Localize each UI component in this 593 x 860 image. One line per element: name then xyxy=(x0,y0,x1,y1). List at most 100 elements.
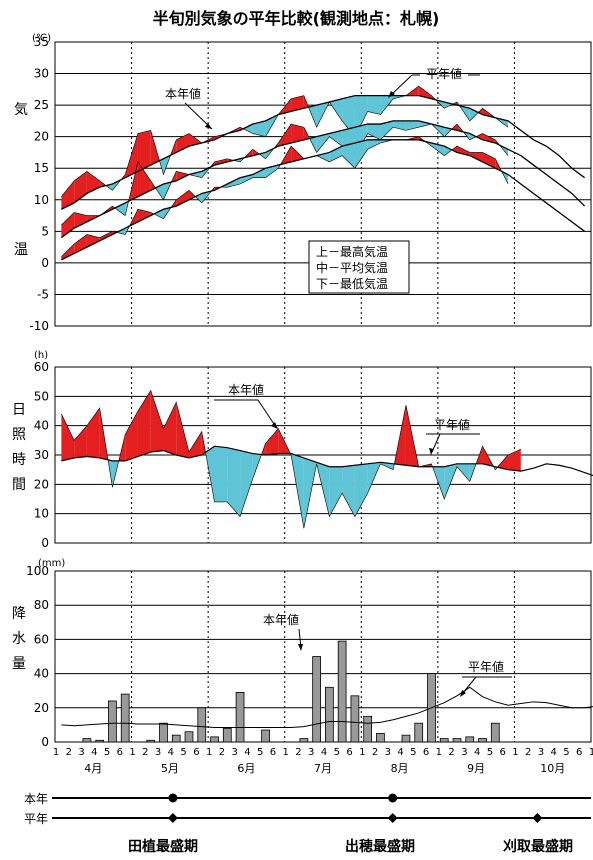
temperature-series-1-fill xyxy=(444,127,452,137)
sunshine-axis-label-char: 照 xyxy=(12,427,26,443)
x-period-label: 4 xyxy=(321,747,327,758)
timeline-stage-label: 出穂最盛期 xyxy=(345,838,415,855)
precipitation-bar xyxy=(197,707,207,743)
x-period-label: 3 xyxy=(538,747,544,758)
temperature-series-1-fill xyxy=(61,212,75,238)
temperature-tick-label: 5 xyxy=(41,224,49,238)
timeline-circle-marker xyxy=(388,793,398,803)
precipitation-unit-label: (mm) xyxy=(38,558,65,569)
x-month-label: 6月 xyxy=(237,762,255,775)
temperature-series-2-fill xyxy=(431,142,445,156)
x-period-label: 1 xyxy=(283,747,289,758)
temperature-tick-label: 25 xyxy=(34,98,49,112)
precipitation-bar xyxy=(490,722,500,743)
temperature-series-1-fill xyxy=(189,171,202,178)
temperature-series-0-fill xyxy=(367,95,381,115)
sunshine-fill xyxy=(380,462,394,470)
x-period-label: 2 xyxy=(295,747,301,758)
temperature-series-2-fill xyxy=(354,139,368,169)
temperature-tick-label: 30 xyxy=(34,67,49,81)
x-period-label: 6 xyxy=(193,747,199,758)
precipitation-axis-label-char: 水 xyxy=(12,631,26,647)
temperature-series-2-fill xyxy=(291,146,304,162)
x-month-label: 5月 xyxy=(161,762,179,775)
x-period-label: 3 xyxy=(385,747,391,758)
timeline-diamond-marker xyxy=(532,813,543,823)
sunshine-tick-label: 30 xyxy=(34,448,49,462)
sunshine-difference-fills xyxy=(61,389,521,529)
temperature-series-1-fill xyxy=(291,124,304,143)
x-period-label: 6 xyxy=(499,747,505,758)
sunshine-fill xyxy=(329,466,343,517)
x-period-label: 3 xyxy=(155,747,161,758)
temperature-series-0-fill xyxy=(380,95,394,115)
temperature-series-2-fill xyxy=(482,152,496,169)
precipitation-y-ticks: 100 80 60 40 20 0 xyxy=(26,564,49,749)
precipitation-bar xyxy=(261,729,270,743)
temperature-series-0-fill xyxy=(342,95,355,137)
temperature-axis-label-char-2: 温 xyxy=(14,242,28,258)
x-period-label: 6 xyxy=(346,747,352,758)
temperature-normal-line-0 xyxy=(61,94,586,210)
precipitation-normal-annotation: 平年値 xyxy=(468,659,504,674)
temperature-series-2-fill xyxy=(86,234,100,248)
temperature-legend-min: 下－最低気温 xyxy=(316,276,388,291)
temperature-series-2-fill xyxy=(176,190,189,207)
precipitation-plot-frame xyxy=(54,570,592,743)
x-period-label: 6 xyxy=(423,747,429,758)
timeline-diamond-marker xyxy=(167,813,178,823)
temperature-panel: 35 30 25 20 15 10 5 0 -5 -10 (℃) 気 温 本年値 平年値 上－最高… xyxy=(14,33,592,333)
precipitation-normal-arrowhead xyxy=(460,690,466,697)
temperature-series-0-fill xyxy=(150,130,160,166)
temperature-normal-arrowhead xyxy=(388,91,395,98)
precipitation-tick-label: 100 xyxy=(26,564,49,578)
precipitation-bar xyxy=(235,692,245,743)
precipitation-bar xyxy=(222,727,232,743)
precipitation-gridlines xyxy=(55,570,591,743)
sunshine-fill xyxy=(125,411,138,461)
x-period-label: 5 xyxy=(104,747,110,758)
sunshine-fill xyxy=(189,431,202,458)
temperature-series-1-fill xyxy=(316,133,330,153)
sunshine-fill xyxy=(137,390,151,457)
precipitation-normal-line xyxy=(61,686,593,728)
temperature-series-1-fill xyxy=(278,124,292,147)
sunshine-tick-label: 10 xyxy=(34,507,49,521)
temperature-series-2-fill xyxy=(469,152,483,162)
precipitation-bar xyxy=(146,739,156,743)
x-month-label: 7月 xyxy=(314,762,332,775)
temperature-tick-label: 35 xyxy=(34,35,49,49)
sunshine-fill xyxy=(86,408,100,458)
sunshine-fill xyxy=(176,402,189,458)
x-period-label: 1 xyxy=(359,747,365,758)
sunshine-tick-label: 60 xyxy=(34,360,49,374)
x-period-label: 2 xyxy=(372,747,378,758)
temperature-series-0-fill xyxy=(329,98,343,121)
sunshine-this-year-annotation: 本年値 xyxy=(228,382,264,397)
temperature-tick-label: 0 xyxy=(41,256,49,270)
timeline-row-label: 本年 xyxy=(24,792,48,806)
precipitation-bar xyxy=(210,736,219,743)
precipitation-bar xyxy=(82,738,92,743)
temperature-axis-label-char-1: 気 xyxy=(14,102,28,118)
precipitation-bar xyxy=(95,739,105,743)
temperature-series-1-fill xyxy=(380,120,394,140)
x-month-label: 8月 xyxy=(391,762,409,775)
precipitation-bar xyxy=(337,640,347,743)
timeline-row-label: 平年 xyxy=(24,812,48,826)
temperature-normal-line-1 xyxy=(60,120,586,239)
temperature-series-2-fill xyxy=(252,168,266,178)
x-period-label: 4 xyxy=(168,747,174,758)
temperature-series-1-fill xyxy=(176,171,189,181)
temperature-normal-annotation: 平年値 xyxy=(426,66,462,81)
temperature-series-1-fill xyxy=(329,130,343,147)
timeline-stage-label: 刈取最盛期 xyxy=(503,838,573,855)
sunshine-tick-label: 0 xyxy=(41,536,49,550)
temperature-gridlines xyxy=(55,41,591,327)
sunshine-tick-label: 50 xyxy=(34,389,49,403)
precipitation-bar xyxy=(325,686,334,743)
precipitation-bar xyxy=(465,736,475,743)
sunshine-y-ticks: 60 50 40 30 20 10 0 xyxy=(34,360,49,550)
